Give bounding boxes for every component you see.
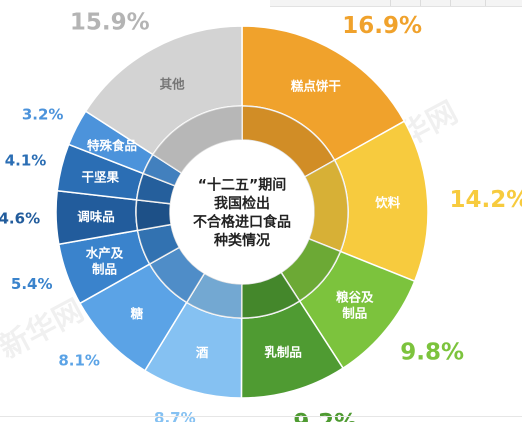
slice-label: 糖 xyxy=(131,306,144,321)
value-label: 5.4% xyxy=(11,275,53,293)
value-label: 3.2% xyxy=(22,106,64,124)
slice-label: 特殊食品 xyxy=(87,138,137,153)
slice-label: 粮谷及制品 xyxy=(336,289,374,320)
slice-label: 酒 xyxy=(196,345,209,360)
value-label: 8.7% xyxy=(154,409,196,422)
slice-label: 糕点饼干 xyxy=(291,79,342,94)
pie-slice-shade xyxy=(149,247,205,303)
slice-label: 乳制品 xyxy=(264,345,302,360)
chart-title: “十二五”期间我国检出不合格进口食品种类情况 xyxy=(193,176,291,249)
slice-label: 水产及制品 xyxy=(86,246,124,277)
pie-slice-shade xyxy=(281,238,341,301)
value-label: 9.8% xyxy=(400,340,464,366)
value-label: 8.1% xyxy=(58,352,100,370)
bottom-divider xyxy=(0,416,522,417)
pie-slice-shade xyxy=(137,224,180,265)
pie-slice-shade xyxy=(136,199,172,231)
pie-slice-shade xyxy=(152,106,242,173)
slice-label: 饮料 xyxy=(374,195,401,210)
value-label: 4.6% xyxy=(0,209,40,227)
value-label: 4.1% xyxy=(5,151,47,169)
pie-slice-shade xyxy=(304,160,348,252)
value-label: 15.9% xyxy=(70,10,150,36)
pie-slice-shade xyxy=(143,154,182,186)
pie-slice-shade xyxy=(136,173,175,204)
value-label: 16.9% xyxy=(342,13,422,39)
pie-slice-shade xyxy=(242,106,335,177)
value-labels: 16.9%14.2%9.8%9.2%8.7%8.1%5.4%4.6%4.1%3.… xyxy=(0,10,522,422)
slice-label: 干坚果 xyxy=(82,169,120,184)
slice-label: 调味品 xyxy=(77,209,115,224)
pie-slice-shade xyxy=(241,272,300,318)
top-toolbar-strip xyxy=(270,0,522,7)
center-disc xyxy=(170,140,314,284)
slice-label: 其他 xyxy=(160,76,186,91)
value-label: 14.2% xyxy=(450,187,522,213)
pie-slice-shade xyxy=(186,273,242,318)
